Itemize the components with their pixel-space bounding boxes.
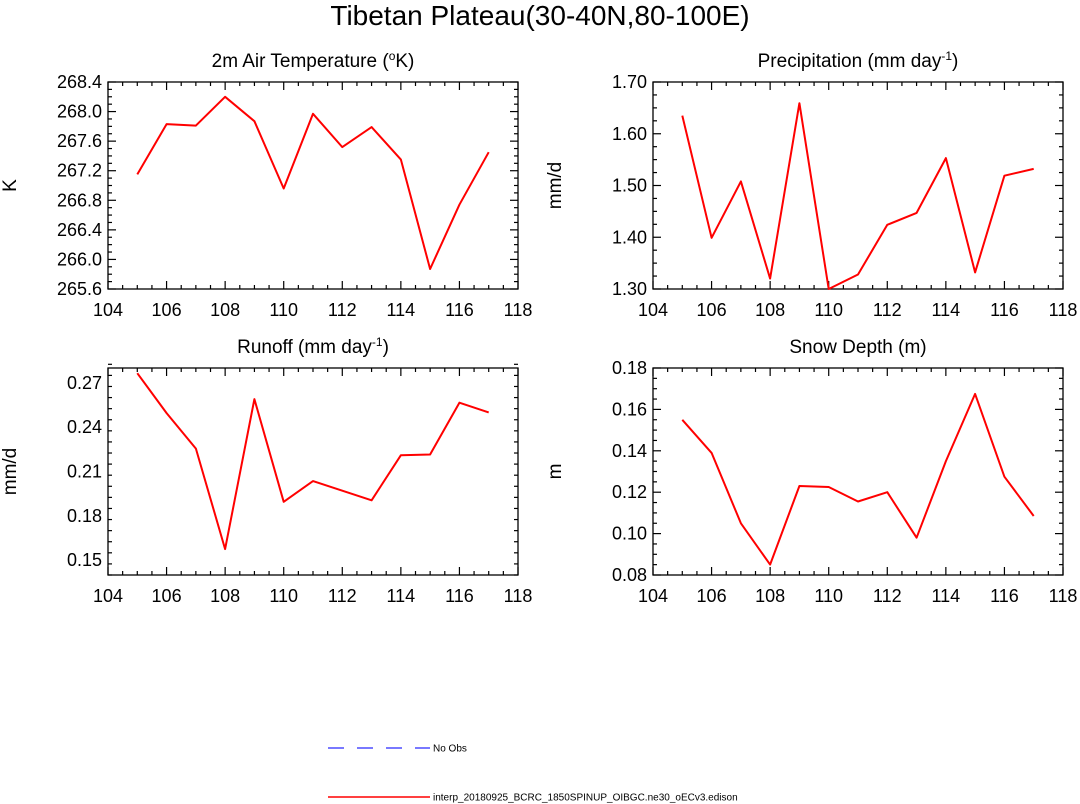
y-tick-label: 266.8 <box>57 190 102 210</box>
x-tick-label: 110 <box>814 586 843 606</box>
y-tick-label: 267.6 <box>57 131 102 151</box>
y-tick-label: 268.4 <box>57 72 102 92</box>
y-tick-label: 1.50 <box>612 176 647 196</box>
y-tick-label: 0.10 <box>612 524 647 544</box>
y-tick-label: 0.16 <box>612 399 647 419</box>
plot-frame <box>107 367 519 576</box>
legend-label: interp_20180925_BCRC_1850SPINUP_OIBGC.ne… <box>433 793 738 804</box>
y-tick-label: 0.18 <box>67 506 102 526</box>
y-tick-label: 0.18 <box>612 358 647 378</box>
y-axis-label: mm/d <box>0 448 21 496</box>
x-tick-label: 116 <box>445 586 474 606</box>
series-line-snow-depth <box>681 392 1035 566</box>
panel-title: 2m Air Temperature (oK) <box>212 49 415 72</box>
x-tick-label: 118 <box>504 586 533 606</box>
x-tick-label: 116 <box>990 300 1019 320</box>
panels-group: 2m Air Temperature (oK) K 104 106 108 110 112 1… <box>0 49 1077 606</box>
panel-temperature: 2m Air Temperature (oK) K 104 106 108 110 112 1… <box>0 49 532 320</box>
series-line-precipitation <box>681 102 1034 290</box>
x-tick-label: 118 <box>504 300 533 320</box>
x-tick-label: 112 <box>328 586 357 606</box>
y-tick-label: 1.60 <box>612 124 647 144</box>
x-tick-label: 114 <box>932 586 961 606</box>
series-line-temperature <box>136 95 490 270</box>
x-tick-label: 110 <box>269 586 298 606</box>
x-tick-label: 112 <box>873 300 902 320</box>
y-tick-label: 266.4 <box>57 220 102 240</box>
y-tick-label: 0.14 <box>612 441 647 461</box>
y-tick-label: 1.30 <box>612 279 647 299</box>
x-tick-label: 104 <box>93 300 123 320</box>
x-tick-label: 118 <box>1049 586 1078 606</box>
x-tick-label: 110 <box>269 300 298 320</box>
y-tick-label: 266.0 <box>57 249 102 269</box>
y-tick-label: 0.24 <box>67 417 102 437</box>
y-tick-label: 0.21 <box>67 462 102 482</box>
x-tick-label: 118 <box>1049 300 1078 320</box>
y-tick-label: 0.15 <box>67 550 102 570</box>
x-tick-label: 112 <box>873 586 902 606</box>
y-tick-label: 268.0 <box>57 102 102 122</box>
panel-title: Snow Depth (m) <box>789 337 926 358</box>
x-tick-label: 114 <box>387 586 416 606</box>
figure-title: Tibetan Plateau(30-40N,80-100E) <box>330 0 749 31</box>
y-tick-label: 0.08 <box>612 565 647 585</box>
x-tick-label: 108 <box>210 300 240 320</box>
x-tick-label: 108 <box>755 300 785 320</box>
legend: No Obs interp_20180925_BCRC_1850SPINUP_OI… <box>328 744 738 804</box>
x-tick-label: 116 <box>990 586 1019 606</box>
y-tick-label: 267.2 <box>57 161 102 181</box>
x-tick-label: 106 <box>697 586 727 606</box>
panel-precipitation: Precipitation (mm day-1) mm/d 104 106 108 110… <box>545 49 1077 320</box>
y-axis-label: mm/d <box>545 162 566 210</box>
x-tick-label: 106 <box>697 300 727 320</box>
x-tick-label: 108 <box>755 586 785 606</box>
x-tick-label: 112 <box>328 300 357 320</box>
panel-title: Precipitation (mm day-1) <box>758 49 959 72</box>
panel-runoff: Runoff (mm day-1) mm/d 104 106 108 110 112 114 1… <box>0 335 532 606</box>
x-tick-label: 114 <box>387 300 416 320</box>
x-tick-label: 104 <box>638 586 668 606</box>
legend-item: No Obs <box>328 744 467 755</box>
x-tick-label: 106 <box>152 300 182 320</box>
x-tick-label: 106 <box>152 586 182 606</box>
panel-title: Runoff (mm day-1) <box>237 335 389 358</box>
legend-label: No Obs <box>433 744 467 755</box>
legend-item: interp_20180925_BCRC_1850SPINUP_OIBGC.ne… <box>328 793 738 804</box>
x-tick-label: 116 <box>445 300 474 320</box>
y-tick-label: 0.27 <box>67 373 102 393</box>
y-tick-label: 1.40 <box>612 227 647 247</box>
x-tick-label: 104 <box>93 586 123 606</box>
y-axis-label: K <box>0 179 21 192</box>
x-tick-label: 114 <box>932 300 961 320</box>
y-tick-label: 265.6 <box>57 279 102 299</box>
x-tick-label: 108 <box>210 586 240 606</box>
series-line-runoff <box>136 372 490 551</box>
y-axis-label: m <box>545 464 566 480</box>
x-tick-label: 104 <box>638 300 668 320</box>
y-tick-label: 0.12 <box>612 482 647 502</box>
y-tick-label: 1.70 <box>612 72 647 92</box>
x-tick-label: 110 <box>814 300 843 320</box>
panel-snow-depth: Snow Depth (m) m 104 106 108 110 112 114 116 118 0… <box>545 337 1077 606</box>
